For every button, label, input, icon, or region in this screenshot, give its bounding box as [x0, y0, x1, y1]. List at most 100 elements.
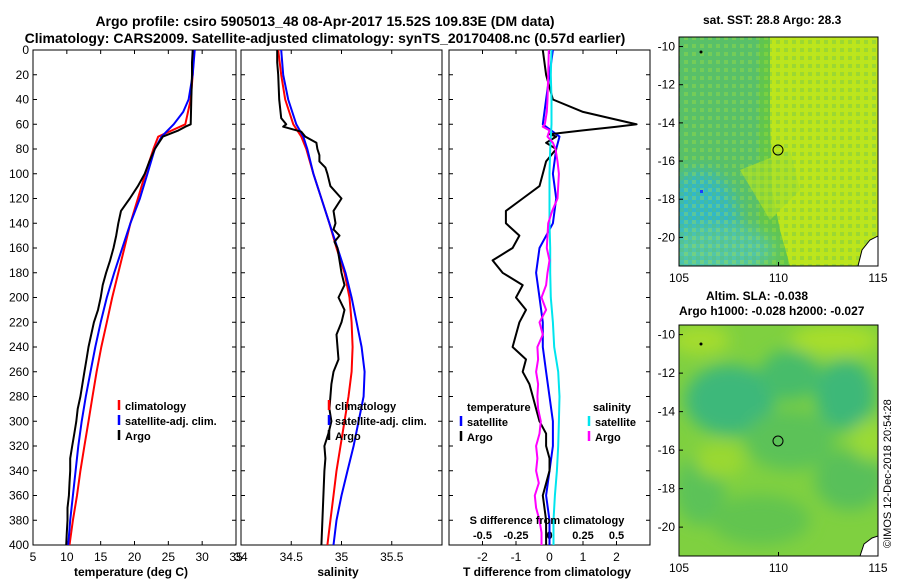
map-y-tick-label: -12: [658, 366, 676, 380]
legend-t-argo: Argo: [467, 432, 493, 444]
y-tick-label: 120: [9, 192, 29, 206]
plot-title-line1: Argo profile: csiro 5905013_48 08-Apr-20…: [95, 13, 555, 29]
argo-location-marker: [772, 144, 784, 156]
map-x-tick-label: 115: [868, 561, 887, 575]
map-y-tick-label: -16: [658, 443, 676, 457]
s-diff-tick-label: 0.5: [609, 530, 624, 542]
y-tick-label: 340: [9, 464, 29, 478]
x-tick-label: 35: [229, 550, 243, 564]
temperature-xlabel: temperature (deg C): [74, 565, 188, 579]
temperature-series: [65, 50, 196, 545]
map-y-tick-label: -18: [658, 482, 676, 496]
x-tick-label: -2: [477, 550, 488, 564]
imos-timestamp: ©IMOS 12-Dec-2018 20:54:28: [882, 399, 894, 548]
x-tick-label: 30: [195, 550, 209, 564]
series-line-s-satellite: [548, 50, 561, 545]
y-tick-label: 80: [16, 142, 30, 156]
legend-climatology: climatology: [125, 401, 187, 413]
y-tick-label: 280: [9, 390, 29, 404]
x-tick-label: 0: [546, 550, 553, 564]
x-tick-label: 10: [60, 550, 74, 564]
legend-satellite-adj: satellite-adj. clim.: [125, 416, 217, 428]
map-x-tick-label: 115: [868, 271, 887, 285]
sla-map-title-2: Argo h1000: -0.028 h2000: -0.027: [679, 304, 865, 318]
legend-t-satellite: satellite: [467, 417, 508, 429]
legend-s-argo: Argo: [595, 432, 621, 444]
legend-s-satellite: satellite: [595, 417, 636, 429]
x-tick-label: 20: [128, 550, 142, 564]
y-tick-label: 20: [16, 68, 30, 82]
map-y-tick-label: -14: [658, 116, 676, 130]
legend-argo: Argo: [335, 431, 361, 443]
s-diff-tick-label: -0.25: [503, 530, 528, 542]
x-tick-label: 34.5: [280, 550, 304, 564]
difference-legend: temperature satellite Argo salinity sate…: [459, 402, 636, 444]
s-difference-label: S difference from climatology: [470, 515, 626, 527]
sst-map-image: [679, 37, 878, 266]
series-line-s-argo: [533, 50, 560, 545]
series-line-argo: [65, 50, 194, 545]
map-x-tick-label: 105: [669, 271, 689, 285]
y-tick-label: 180: [9, 266, 29, 280]
series-line-climatology: [277, 50, 354, 545]
difference-xlabel: T difference from climatology: [463, 565, 631, 579]
legend-temperature-title: temperature: [467, 402, 531, 414]
map-y-tick-label: -10: [658, 328, 676, 342]
map-y-tick-label: -10: [658, 40, 676, 54]
differences-series: [491, 50, 638, 545]
map-y-tick-label: -20: [658, 230, 676, 244]
y-tick-label: 140: [9, 216, 29, 230]
y-tick-label: 60: [16, 117, 30, 131]
x-tick-label: 35.5: [380, 550, 404, 564]
y-tick-label: 400: [9, 538, 29, 552]
y-tick-label: 360: [9, 489, 29, 503]
argo-location-marker-sla: [772, 435, 784, 447]
temperature-legend: climatology satellite-adj. clim. Argo: [117, 400, 217, 443]
salinity-axes: [240, 49, 443, 546]
y-tick-label: 200: [9, 291, 29, 305]
series-line-climatology: [68, 50, 195, 545]
map-y-tick-label: -16: [658, 154, 676, 168]
sst-map-title: sat. SST: 28.8 Argo: 28.3: [703, 13, 842, 27]
map-y-tick-label: -20: [658, 520, 676, 534]
x-tick-label: -1: [511, 550, 522, 564]
s-diff-tick-label: -0.5: [473, 530, 492, 542]
salinity-series: [276, 50, 366, 545]
sla-map-image: [679, 325, 878, 556]
plot-title-line2: Climatology: CARS2009. Satellite-adjuste…: [24, 30, 626, 46]
x-tick-label: 5: [30, 550, 37, 564]
y-tick-label: 260: [9, 365, 29, 379]
x-tick-label: 1: [580, 550, 587, 564]
x-tick-label: 15: [94, 550, 108, 564]
y-tick-label: 320: [9, 439, 29, 453]
legend-salinity-title: salinity: [593, 402, 632, 414]
y-tick-label: 240: [9, 340, 29, 354]
map-x-tick-label: 105: [669, 561, 689, 575]
y-tick-label: 380: [9, 513, 29, 527]
y-tick-label: 300: [9, 414, 29, 428]
map-x-tick-label: 110: [769, 561, 788, 575]
salinity-legend: climatology satellite-adj. clim. Argo: [327, 400, 427, 443]
y-tick-label: 220: [9, 315, 29, 329]
series-line-t-argo: [491, 50, 638, 545]
series-line-argo: [276, 50, 346, 545]
salinity-xlabel: salinity: [317, 565, 359, 579]
map-y-tick-label: -18: [658, 192, 676, 206]
x-tick-label: 25: [162, 550, 176, 564]
map-y-tick-label: -12: [658, 78, 676, 92]
y-tick-label: 100: [9, 167, 29, 181]
x-tick-label: 34: [234, 550, 248, 564]
series-line-satellite-adj-clim-: [67, 50, 196, 545]
x-tick-label: 2: [613, 550, 620, 564]
y-tick-label: 40: [16, 93, 30, 107]
legend-satellite-adj: satellite-adj. clim.: [335, 416, 427, 428]
legend-climatology: climatology: [335, 401, 397, 413]
temperature-axes: [32, 49, 237, 546]
legend-argo: Argo: [125, 431, 151, 443]
y-tick-label: 0: [22, 43, 29, 57]
x-tick-label: 35: [335, 550, 349, 564]
y-tick-label: 160: [9, 241, 29, 255]
sla-map-title-1: Altim. SLA: -0.038: [706, 289, 809, 303]
map-x-tick-label: 110: [769, 271, 788, 285]
